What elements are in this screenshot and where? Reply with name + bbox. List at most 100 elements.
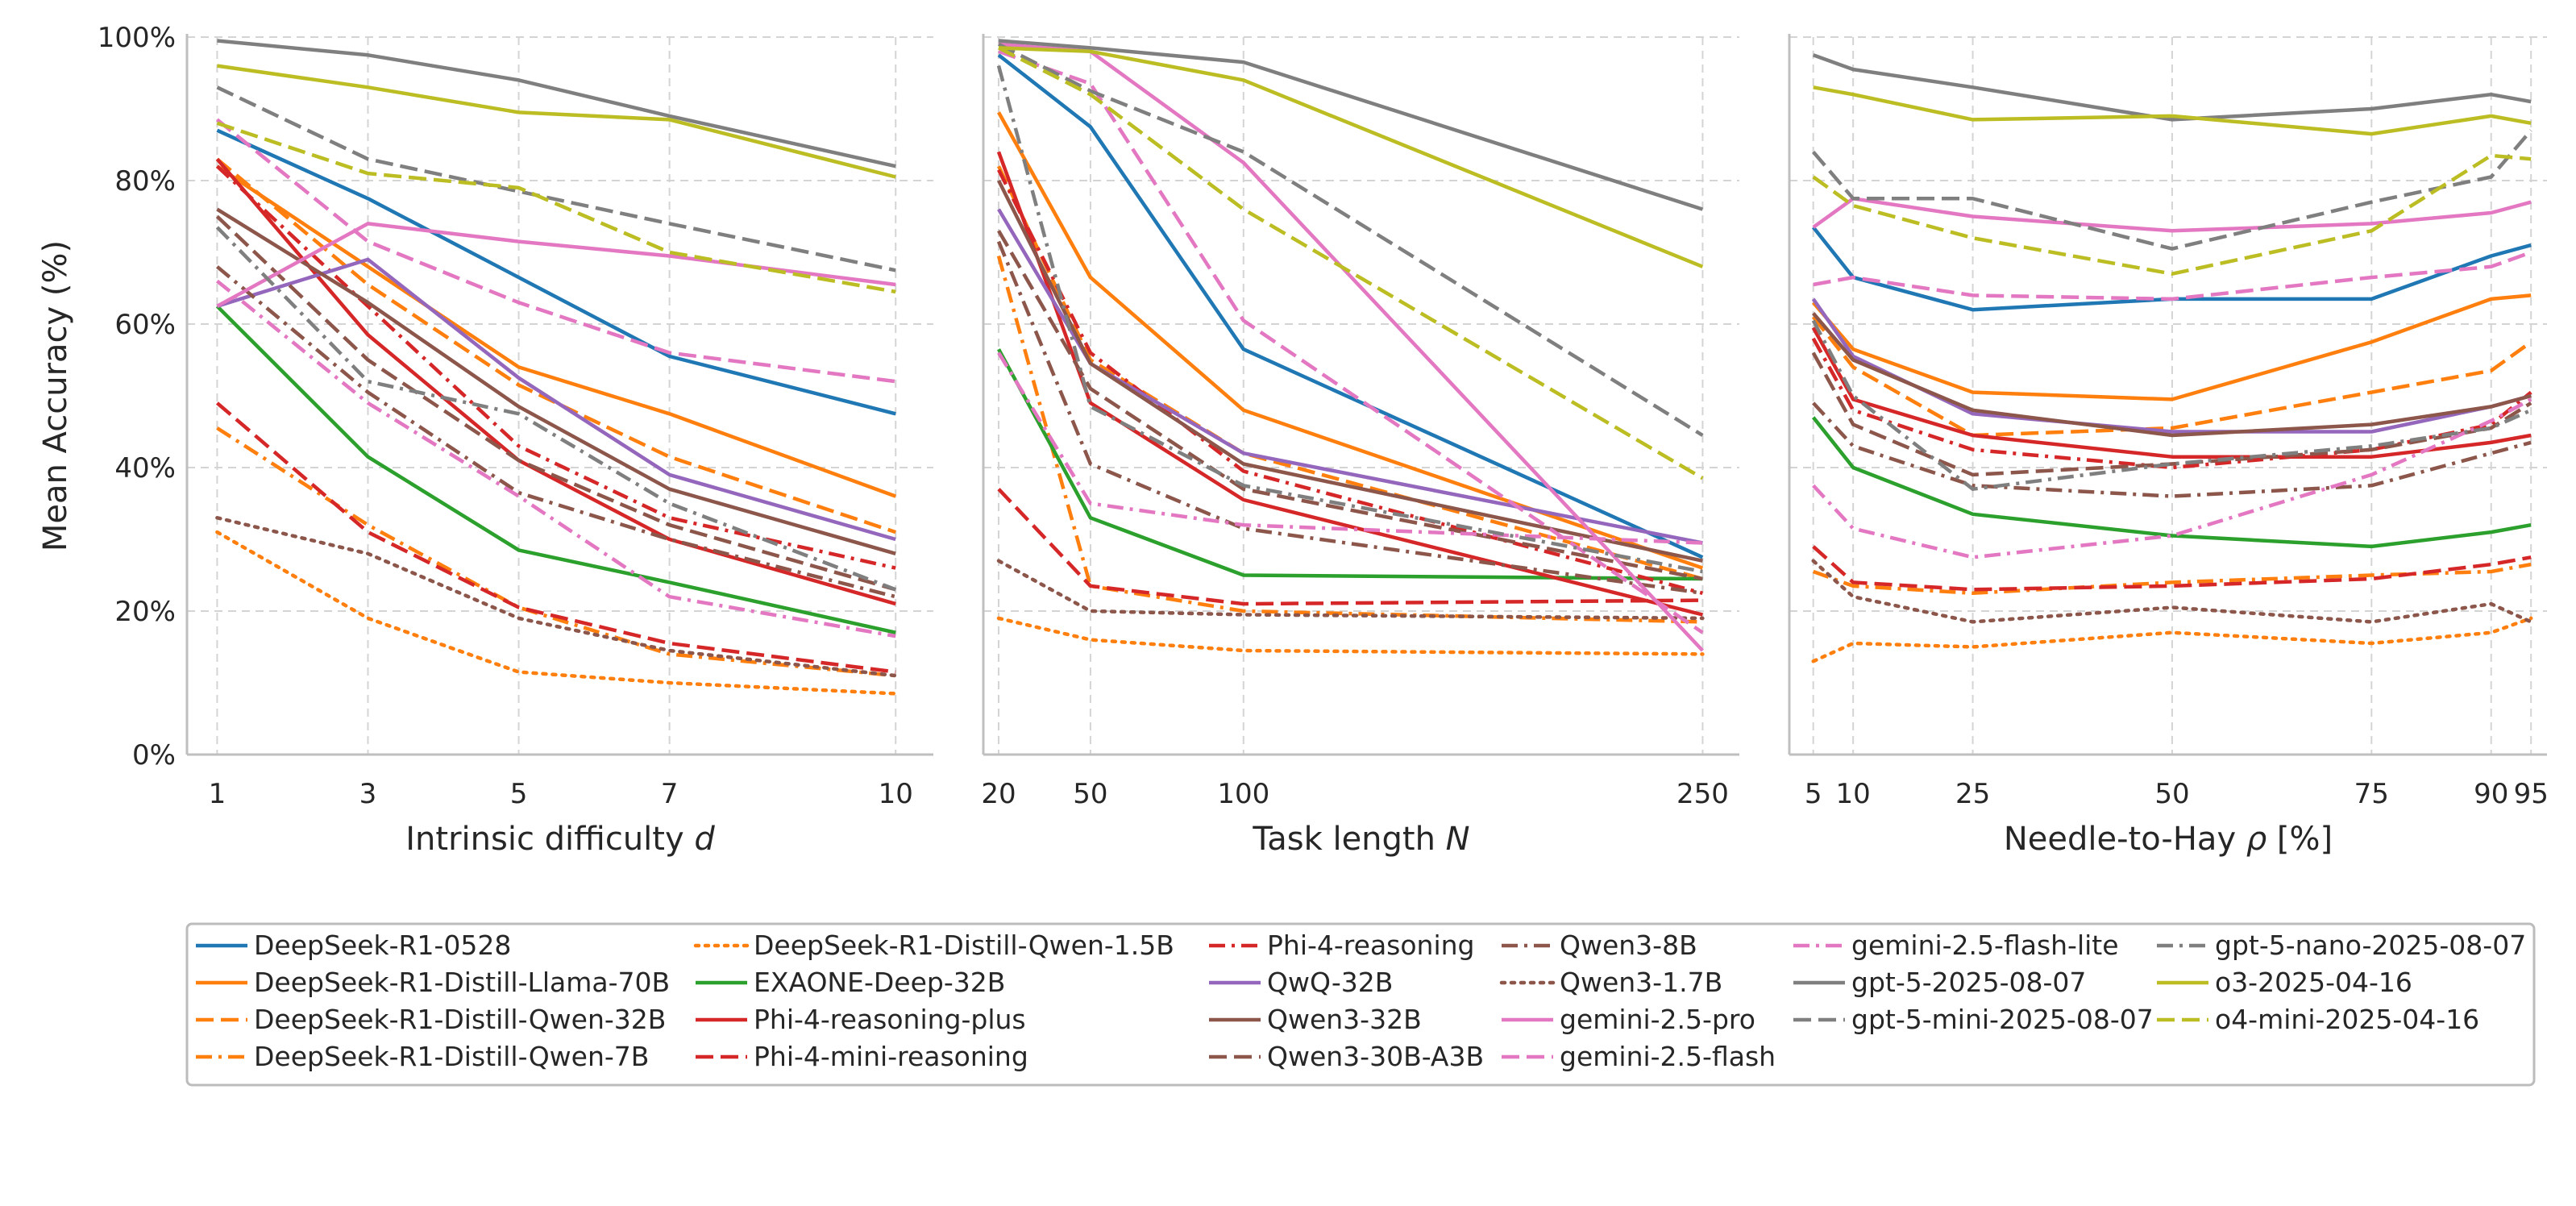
- legend-item-gpt-5-mini-2025-08-07: gpt-5-mini-2025-08-07: [1793, 1004, 2154, 1035]
- x-tick-label: 95: [2514, 778, 2549, 810]
- series-line-phi-4-reasoning: [215, 164, 896, 570]
- series-line-gpt-5-mini-2025-08-07: [216, 85, 896, 272]
- legend-item-deepseek-r1-distill-qwen-7b: DeepSeek-R1-Distill-Qwen-7B: [196, 1041, 649, 1072]
- series-line-phi-4-reasoning: [996, 168, 1703, 595]
- legend-item-phi-4-reasoning: Phi-4-reasoning: [1209, 929, 1475, 961]
- legend-item-gemini-2-5-flash-lite: gemini-2.5-flash-lite: [1793, 929, 2119, 961]
- series-line-gemini-2-5-flash-lite: [997, 351, 1703, 545]
- series-line-qwen3-30b-a3b: [997, 230, 1703, 581]
- x-tick-label: 5: [1805, 778, 1822, 810]
- series-line-gemini-2-5-flash: [998, 49, 1704, 634]
- legend-label: DeepSeek-R1-Distill-Qwen-32B: [254, 1004, 666, 1035]
- series-line-qwen3-1-7b: [996, 559, 1705, 621]
- legend-label: gpt-5-nano-2025-08-07: [2215, 929, 2526, 961]
- legend-item-phi-4-reasoning-plus: Phi-4-reasoning-plus: [696, 1004, 1026, 1035]
- x-tick-label: 20: [981, 778, 1016, 810]
- x-tick-label: 1: [209, 778, 226, 810]
- y-axis-label: Mean Accuracy (%): [37, 240, 74, 551]
- legend-label: Phi-4-reasoning-plus: [754, 1004, 1026, 1035]
- x-tick-label: 50: [2154, 778, 2189, 810]
- legend-label: Qwen3-32B: [1267, 1004, 1422, 1035]
- legend-item-deepseek-r1-distill-qwen-32b: DeepSeek-R1-Distill-Qwen-32B: [196, 1004, 666, 1035]
- y-tick-label: 60%: [114, 309, 176, 341]
- x-tick-label: 10: [879, 778, 913, 810]
- x-tick-label: 90: [2474, 778, 2508, 810]
- series-line-gemini-2-5-flash-lite: [215, 279, 896, 638]
- x-tick-label: 250: [1676, 778, 1729, 810]
- series-line-gemini-2-5-flash: [1813, 250, 2532, 302]
- series-line-o4-mini-2025-04-16: [997, 46, 1704, 480]
- x-axis-label: Task length N: [1252, 821, 1469, 858]
- series-line-gpt-5-mini-2025-08-07: [1811, 129, 2532, 251]
- legend-label: gemini-2.5-pro: [1560, 1004, 1755, 1035]
- y-tick-label: 40%: [114, 452, 176, 484]
- series-line-qwen3-32b: [216, 207, 896, 555]
- legend-item-qwen3-30b-a3b: Qwen3-30B-A3B: [1209, 1041, 1484, 1072]
- series-line-qwen3-1-7b: [1811, 559, 2533, 624]
- legend-item-gemini-2-5-flash: gemini-2.5-flash: [1502, 1041, 1776, 1072]
- series-line-o4-mini-2025-04-16: [1812, 153, 2532, 276]
- legend-label: DeepSeek-R1-Distill-Qwen-1.5B: [754, 929, 1174, 961]
- legend-label: DeepSeek-R1-0528: [254, 929, 511, 961]
- series-line-deepseek-r1-distill-qwen-7b: [996, 255, 1703, 624]
- series-line-gemini-2-5-flash-lite: [1812, 397, 2532, 559]
- legend-item-deepseek-r1-0528: DeepSeek-R1-0528: [196, 929, 511, 961]
- x-tick-label: 25: [1955, 778, 1990, 810]
- series-line-gpt-5-2025-08-07: [1812, 53, 2532, 122]
- x-tick-label: 3: [359, 778, 377, 810]
- series-line-o4-mini-2025-04-16: [216, 121, 896, 294]
- legend-label: gpt-5-mini-2025-08-07: [1851, 1004, 2154, 1035]
- legend-frame: [185, 922, 2536, 1087]
- series-line-exaone-deep-32b: [1811, 416, 2532, 549]
- series-line-deepseek-r1-distill-qwen-32b: [215, 157, 896, 534]
- series-lines: [1811, 53, 2533, 663]
- legend-item-o4-mini-2025-04-16: o4-mini-2025-04-16: [2157, 1004, 2479, 1035]
- panel-needle-to-hay: 5 10 25 50 75 90 95 Needle-to-Hay ρ [%]: [1788, 34, 2549, 858]
- series-line-qwen3-1-7b: [215, 516, 898, 678]
- series-line-qwen3-32b: [996, 179, 1703, 563]
- series-line-gpt-5-2025-08-07: [998, 39, 1704, 211]
- legend-item-exaone-deep-32b: EXAONE-Deep-32B: [696, 967, 1005, 998]
- x-axis-label: Needle-to-Hay ρ [%]: [2004, 821, 2333, 858]
- series-line-deepseek-r1-distill-qwen-7b: [216, 426, 896, 678]
- x-tick-label: 5: [510, 778, 528, 810]
- series-line-deepseek-r1-0528: [216, 128, 896, 416]
- x-axis-label: Intrinsic difficulty d: [405, 821, 715, 858]
- series-line-qwen3-30b-a3b: [1811, 351, 2532, 477]
- y-tick-label: 80%: [114, 165, 176, 198]
- legend-item-gemini-2-5-pro: gemini-2.5-pro: [1502, 1004, 1755, 1035]
- y-tick-label: 20%: [114, 596, 176, 628]
- panel-task-length: 20 50 100 250 Task length N: [981, 34, 1739, 858]
- legend-item-deepseek-r1-distill-llama-70b: DeepSeek-R1-Distill-Llama-70B: [196, 967, 670, 998]
- series-line-o3-2025-04-16: [998, 46, 1704, 268]
- legend-label: o4-mini-2025-04-16: [2215, 1004, 2479, 1035]
- series-line-qwq-32b: [997, 208, 1703, 545]
- y-tick-label: 100%: [98, 22, 176, 54]
- series-lines: [215, 39, 898, 696]
- series-line-qwen3-8b: [215, 265, 896, 599]
- panels: 0% 20% 40% 60% 80% 100% Mean Accuracy (%) 1 3 5 7 1…: [37, 22, 2549, 858]
- legend-label: DeepSeek-R1-Distill-Qwen-7B: [254, 1041, 649, 1072]
- legend: DeepSeek-R1-0528 DeepSeek-R1-Distill-Llam…: [185, 922, 2536, 1087]
- panel-difficulty: 0% 20% 40% 60% 80% 100% Mean Accuracy (%) 1 3 5 7 1…: [37, 22, 933, 858]
- series-line-deepseek-r1-distill-qwen-1-5b: [996, 616, 1705, 656]
- series-line-phi-4-mini-reasoning: [215, 401, 896, 674]
- series-line-gpt-5-2025-08-07: [217, 39, 896, 168]
- series-line-deepseek-r1-distill-llama-70b: [1811, 293, 2532, 401]
- x-tick-label: 100: [1217, 778, 1269, 810]
- series-line-deepseek-r1-distill-llama-70b: [997, 111, 1704, 570]
- legend-label: o3-2025-04-16: [2215, 967, 2412, 998]
- legend-label: Phi-4-reasoning: [1267, 929, 1475, 961]
- series-line-gpt-5-nano-2025-08-07: [996, 65, 1703, 574]
- legend-item-qwq-32b: QwQ-32B: [1209, 967, 1393, 998]
- legend-label: gpt-5-2025-08-07: [1851, 967, 2086, 998]
- x-tick-label: 75: [2354, 778, 2389, 810]
- series-line-o3-2025-04-16: [1813, 85, 2532, 136]
- series-line-phi-4-reasoning-plus: [1811, 326, 2532, 459]
- grid: [1789, 36, 2547, 755]
- series-line-phi-4-reasoning-plus: [215, 157, 896, 606]
- legend-item-deepseek-r1-distill-qwen-1-5b: DeepSeek-R1-Distill-Qwen-1.5B: [693, 929, 1174, 961]
- legend-label: EXAONE-Deep-32B: [754, 967, 1005, 998]
- legend-label: gemini-2.5-flash: [1560, 1041, 1776, 1072]
- legend-label: Qwen3-8B: [1560, 929, 1697, 961]
